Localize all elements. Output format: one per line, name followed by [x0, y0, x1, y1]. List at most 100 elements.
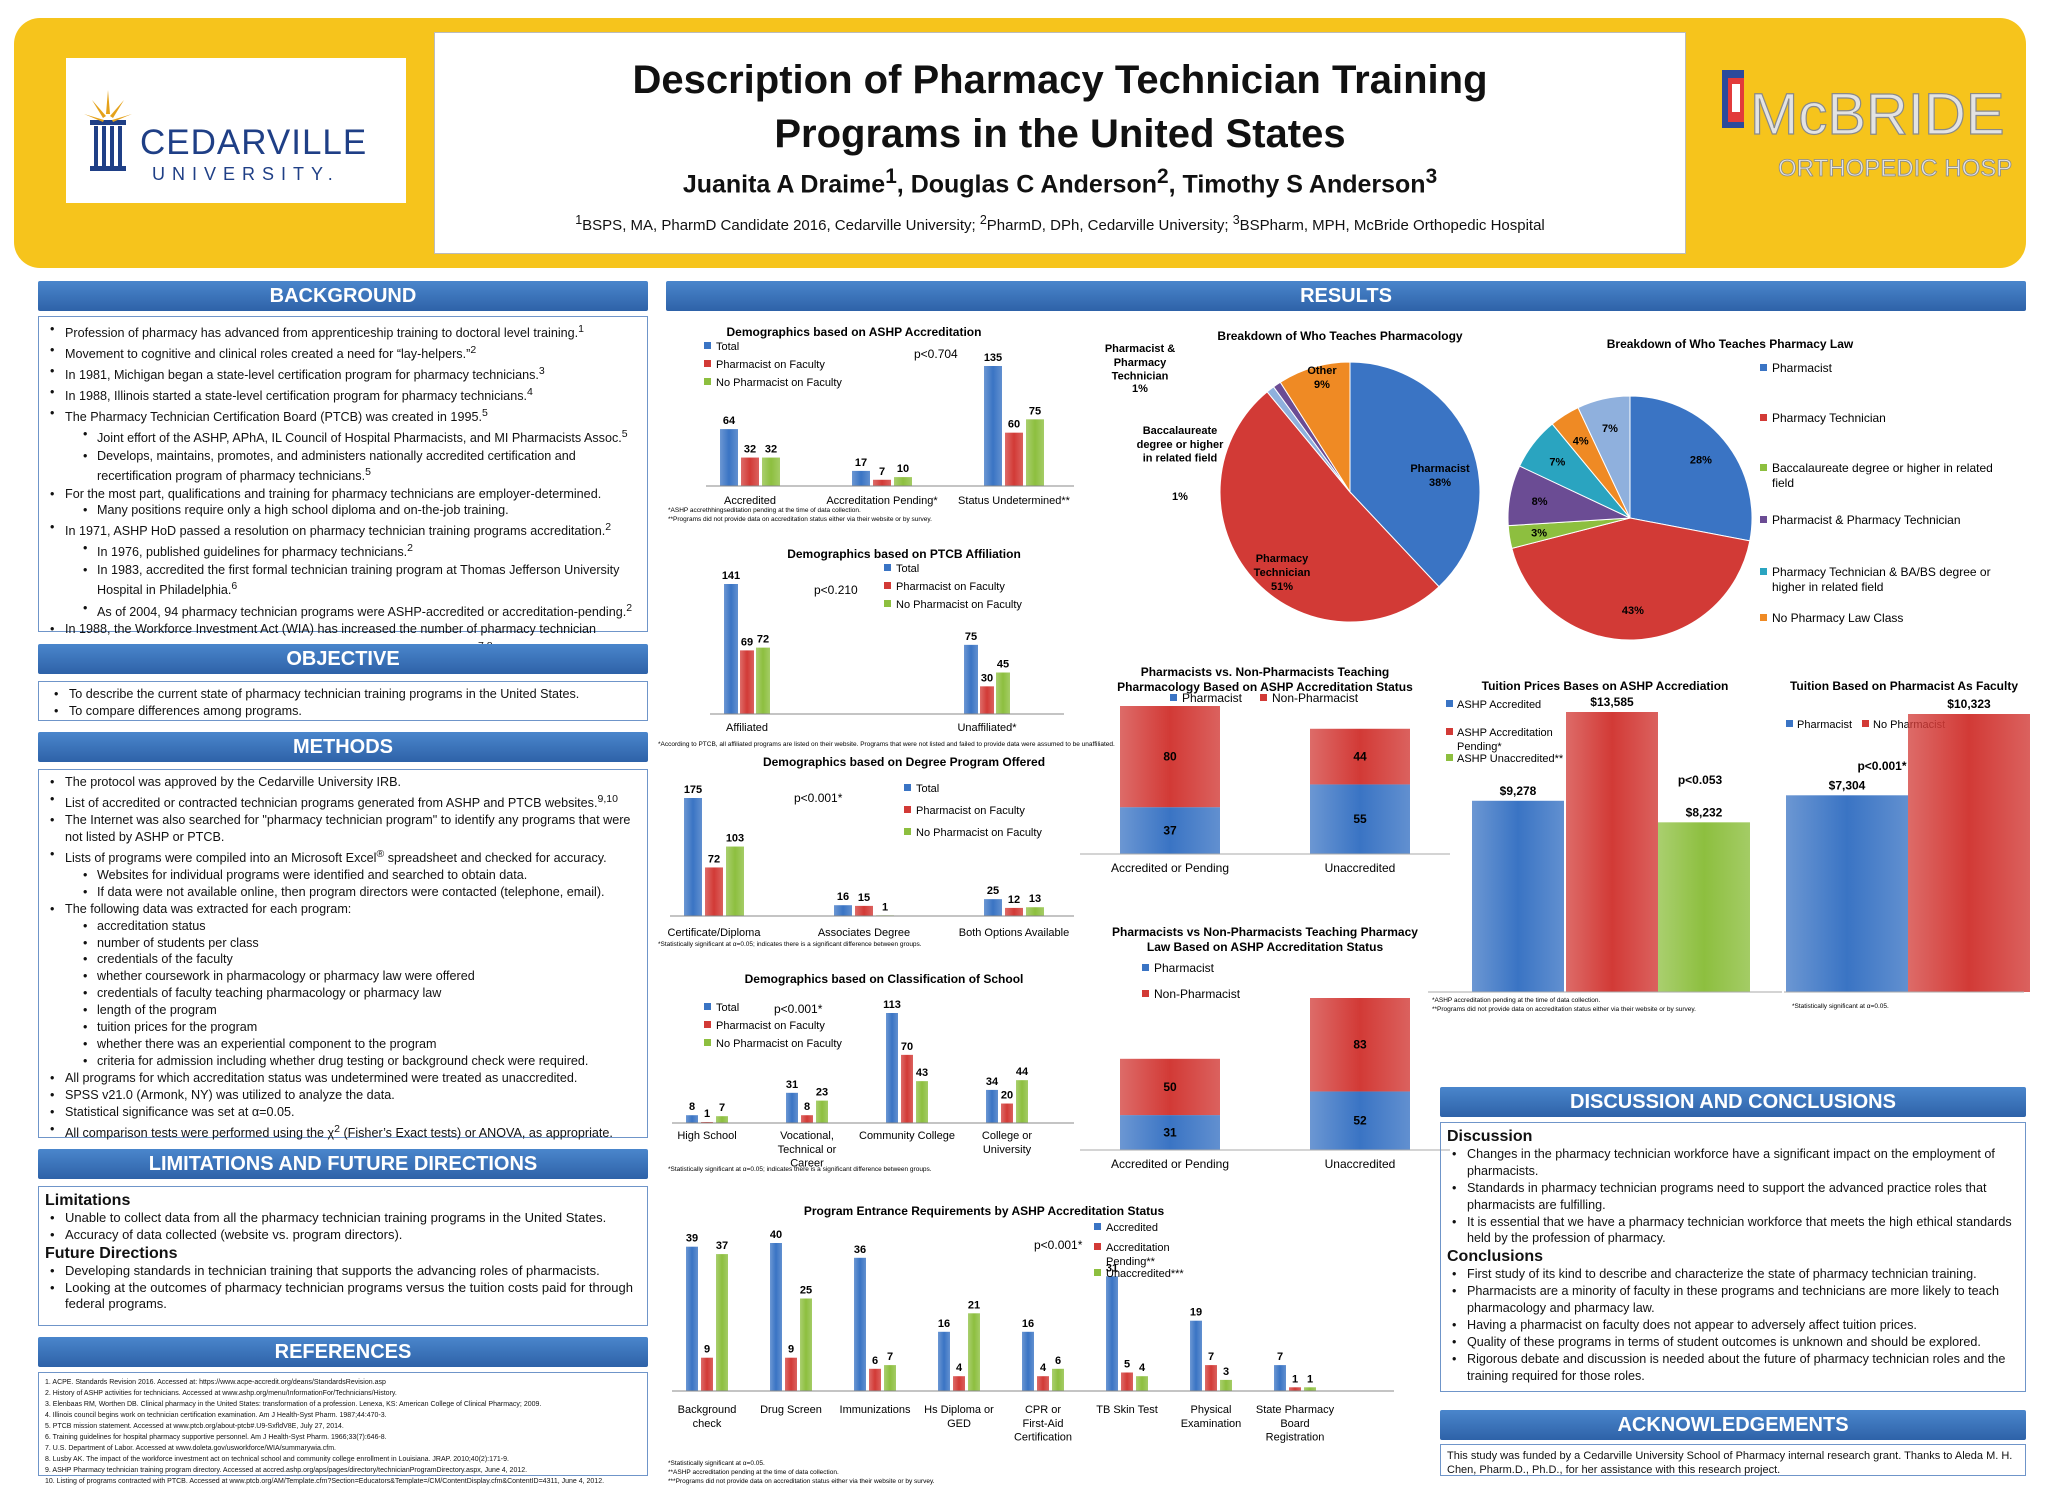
slice-label: 8%: [1532, 496, 1548, 508]
list-item: If data were not available online, then …: [45, 884, 641, 901]
data-label: 1: [1292, 1373, 1298, 1385]
data-label: 55: [1353, 812, 1367, 826]
legend-label: Baccalaureate degree or higher in relate…: [1772, 461, 1993, 475]
pie-slice: [1349, 361, 1481, 588]
legend-label: Pharmacist on Faculty: [896, 581, 1005, 593]
data-label: 7: [887, 1351, 893, 1363]
bar: [1205, 1365, 1217, 1391]
list-item: credentials of faculty teaching pharmaco…: [45, 985, 641, 1002]
list-item: Standards in pharmacy technician program…: [1447, 1180, 2019, 1214]
header-banner: CEDARVILLE UNIVERSITY. Description of Ph…: [14, 18, 2048, 268]
data-label: 8: [804, 1101, 810, 1113]
bar: [854, 1257, 866, 1391]
discussion-box: Discussion Changes in the pharmacy techn…: [1440, 1122, 2026, 1392]
chart-entrance-requirements: Program Entrance Requirements by ASHP Ac…: [668, 1204, 1394, 1485]
objective-list: To describe the current state of pharmac…: [49, 686, 641, 720]
category-label: First-Aid: [1023, 1418, 1064, 1430]
data-label: 13: [1029, 893, 1041, 905]
bar: [1566, 712, 1658, 992]
data-label: 12: [1008, 894, 1020, 906]
legend-swatch: [1786, 720, 1793, 727]
category-label: Unaccredited: [1325, 861, 1396, 875]
svg-text:McBRIDE: McBRIDE: [1750, 82, 2005, 147]
bar: [786, 1092, 798, 1123]
data-label: 16: [938, 1318, 950, 1330]
objective-box: To describe the current state of pharmac…: [38, 681, 648, 721]
legend-label: ASHP Unaccredited**: [1457, 753, 1564, 765]
p-value: p<0.210: [814, 583, 858, 597]
mcbride-logo: McBRIDE ORTHOPEDIC HOSPITAL: [1714, 48, 2048, 198]
legend-label: Pending*: [1457, 741, 1502, 753]
data-label: 10: [897, 463, 909, 475]
legend-swatch: [1446, 700, 1453, 707]
category-label: Unaffiliated*: [957, 722, 1017, 734]
chart-stacked-law: Pharmacists vs Non-Pharmacists Teaching …: [1080, 925, 1450, 1171]
slice-name: Technician: [1254, 567, 1311, 579]
category-label: Community College: [859, 1130, 955, 1142]
chart-tuition-accreditation: Tuition Prices Bases on ASHP Accrediatio…: [1428, 679, 1782, 1013]
data-label: 23: [816, 1087, 828, 1099]
list-item: whether there was an experiential compon…: [45, 1036, 641, 1053]
bar: [964, 644, 978, 714]
legend-label: No Pharmacist on Faculty: [716, 1038, 842, 1050]
data-label: $8,232: [1686, 805, 1723, 819]
list-item: SPSS v21.0 (Armonk, NY) was utilized to …: [45, 1087, 641, 1104]
data-label: 60: [1008, 419, 1020, 431]
bar: [1786, 795, 1908, 992]
category-label: Vocational,: [780, 1130, 834, 1142]
list-item: 2. History of ASHP activities for techni…: [45, 1390, 397, 1397]
p-value: p<0.053: [1678, 773, 1723, 787]
legend-swatch: [704, 1039, 711, 1046]
chart-ashp-accreditation: Demographics based on ASHP Accreditation…: [668, 325, 1074, 523]
results-heading: RESULTS: [666, 281, 2026, 311]
bar: [1005, 907, 1023, 916]
background-heading: BACKGROUND: [38, 281, 648, 311]
chart-title: Pharmacists vs. Non-Pharmacists Teaching: [1141, 665, 1390, 679]
data-label: 25: [800, 1285, 812, 1297]
chart-title: Pharmacists vs Non-Pharmacists Teaching …: [1112, 925, 1418, 939]
category-label: High School: [677, 1130, 736, 1142]
references-box: 1. ACPE. Standards Revision 2016. Access…: [38, 1372, 648, 1485]
bar: [1106, 1276, 1118, 1391]
bar: [756, 647, 770, 714]
bar: [873, 479, 891, 486]
bar: [1310, 1091, 1410, 1150]
category-label: University: [983, 1144, 1032, 1156]
list-item: Websites for individual programs were id…: [45, 867, 641, 884]
chart-title: Breakdown of Who Teaches Pharmacy Law: [1607, 337, 1854, 351]
bar: [984, 366, 1002, 486]
data-label: 6: [872, 1355, 878, 1367]
legend-swatch: [904, 828, 911, 835]
data-label: 9: [788, 1344, 794, 1356]
slice-name: Technician: [1112, 371, 1169, 383]
legend-label: Unaccredited***: [1106, 1268, 1184, 1280]
list-item: number of students per class: [45, 935, 641, 952]
list-item: As of 2004, 94 pharmacy technician progr…: [45, 600, 641, 621]
bar: [1120, 706, 1220, 808]
list-item: Develops, maintains, promotes, and admin…: [45, 448, 641, 486]
pie-slice: [1219, 391, 1440, 623]
data-label: 45: [997, 659, 1009, 671]
p-value: p<0.704: [914, 347, 958, 361]
data-label: 4: [1139, 1362, 1146, 1374]
legend-swatch: [884, 564, 891, 571]
data-label: $9,278: [1500, 784, 1537, 798]
list-item: Rigorous debate and discussion is needed…: [1447, 1351, 2019, 1385]
category-label: Both Options Available: [959, 927, 1069, 939]
bar: [1121, 1372, 1133, 1391]
legend-swatch: [1446, 754, 1453, 761]
legend-swatch: [904, 784, 911, 791]
slice-label: 51%: [1271, 581, 1293, 593]
list-item: tuition prices for the program: [45, 1019, 641, 1036]
category-label: Unaccredited: [1325, 1157, 1396, 1171]
slice-label: 1%: [1172, 491, 1188, 503]
bar: [1658, 822, 1750, 992]
legend-swatch: [704, 342, 711, 349]
legend-label: ASHP Accreditation: [1457, 727, 1553, 739]
bar: [720, 429, 738, 486]
list-item: Lists of programs were compiled into an …: [45, 846, 641, 867]
category-label: Background: [678, 1404, 737, 1416]
legend-label: Non-Pharmacist: [1154, 987, 1241, 1001]
category-label: Career: [790, 1158, 824, 1170]
